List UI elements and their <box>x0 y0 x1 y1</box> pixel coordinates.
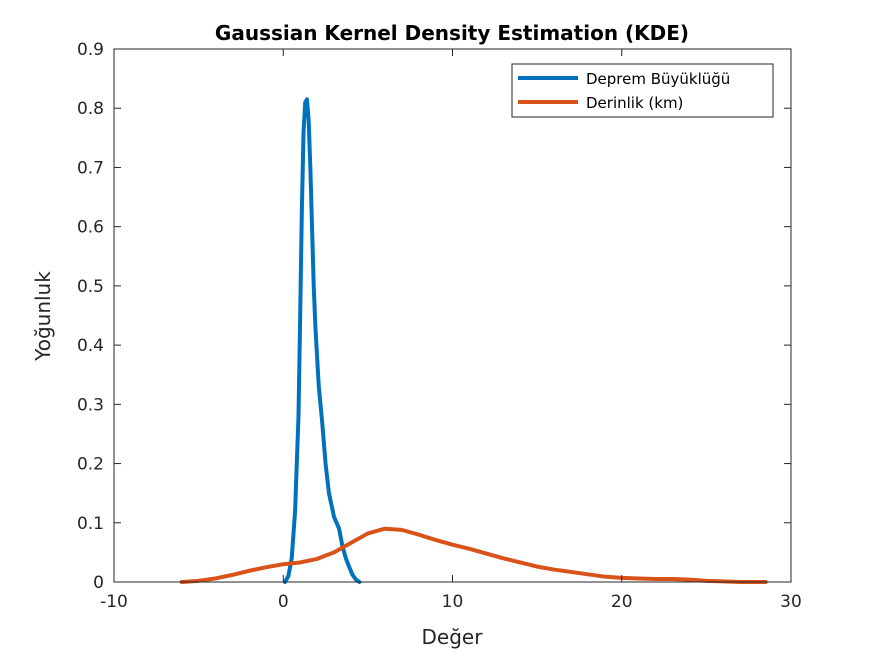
y-tick-label: 0.6 <box>77 218 104 238</box>
y-axis-label: Yoğunluk <box>31 271 55 362</box>
legend-label-derinlik: Derinlik (km) <box>586 94 683 112</box>
x-tick-label: 0 <box>278 592 289 612</box>
y-tick-label: 0.7 <box>77 158 104 178</box>
y-tick-label: 0.3 <box>77 395 104 415</box>
x-tick-label: 20 <box>611 592 633 612</box>
y-tick-label: 0.8 <box>77 99 104 119</box>
x-tick-label: 10 <box>442 592 464 612</box>
y-tick-labels: 0 0.1 0.2 0.3 0.4 0.5 0.6 0.7 0.8 0.9 <box>77 40 104 593</box>
legend: Deprem Büyüklüğü Derinlik (km) <box>511 63 774 118</box>
y-tick-label: 0 <box>93 573 104 593</box>
series-layer <box>179 97 768 584</box>
y-tick-label: 0.2 <box>77 455 104 475</box>
plot-area <box>114 49 791 582</box>
x-tick-label: 30 <box>780 592 802 612</box>
series-line-0 <box>282 97 362 584</box>
legend-label-deprem-buyuklugu: Deprem Büyüklüğü <box>586 70 730 88</box>
y-tick-label: 0.9 <box>77 40 104 60</box>
x-tick-labels: -10 0 10 20 30 <box>100 592 802 612</box>
y-tick-label: 0.5 <box>77 277 104 297</box>
x-tick-label: -10 <box>100 592 128 612</box>
legend-box <box>511 63 774 118</box>
y-tick-label: 0.4 <box>77 336 104 356</box>
y-tick-label: 0.1 <box>77 514 104 534</box>
chart-title: Gaussian Kernel Density Estimation (KDE) <box>215 21 689 45</box>
series-line-1 <box>179 526 768 584</box>
tick-layer <box>113 48 792 583</box>
x-axis-label: Değer <box>422 625 484 649</box>
